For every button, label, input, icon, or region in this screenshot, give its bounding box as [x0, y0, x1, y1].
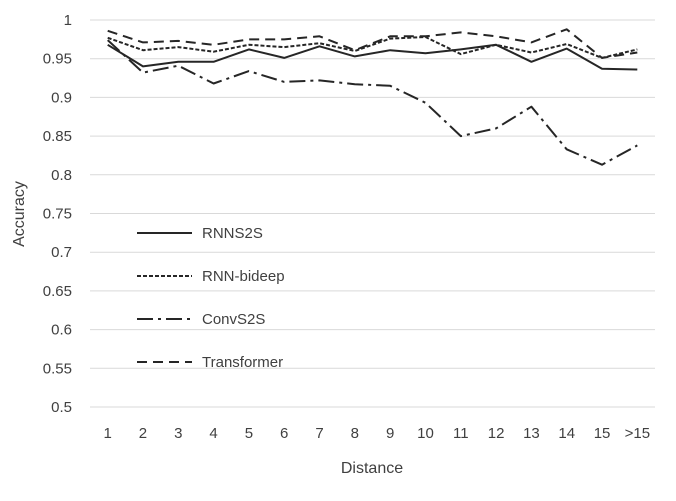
- legend: RNNS2S RNN-bideep ConvS2S Transformer: [137, 225, 285, 371]
- x-tick-label: 2: [139, 425, 147, 442]
- x-tick-label: 13: [523, 425, 540, 442]
- y-tick-label: 0.8: [51, 167, 72, 184]
- series-line-transformer: [107, 28, 638, 59]
- x-tick-label: 4: [209, 425, 217, 442]
- y-tick-label: 0.6: [51, 322, 72, 339]
- y-tick-label: 0.7: [51, 244, 72, 261]
- series-line-rnns2s: [107, 43, 638, 71]
- x-tick-label: 9: [386, 425, 394, 442]
- x-tick-label: 6: [280, 425, 288, 442]
- y-tick-label: 0.75: [43, 206, 72, 223]
- y-tick-label: 0.95: [43, 51, 72, 68]
- x-tick-label: >15: [625, 425, 650, 442]
- y-tick-label: 0.5: [51, 399, 72, 416]
- y-tick-label: 0.65: [43, 283, 72, 300]
- legend-label: Transformer: [202, 354, 283, 371]
- series-line-rnn-bideep: [107, 36, 638, 59]
- x-axis-title: Distance: [341, 460, 403, 477]
- y-tick-label: 0.85: [43, 128, 72, 145]
- legend-label: ConvS2S: [202, 311, 265, 328]
- x-tick-label: 3: [174, 425, 182, 442]
- x-tick-label: 8: [351, 425, 359, 442]
- y-tick-label: 1: [64, 12, 72, 29]
- legend-label: RNNS2S: [202, 225, 263, 242]
- series-line-convs2s: [107, 39, 638, 166]
- legend-label: RNN-bideep: [202, 268, 285, 285]
- y-axis-ticks: 0.5 0.55 0.6 0.65 0.7 0.75 0.8 0.85 0.9 0.95 1: [43, 12, 72, 416]
- y-tick-label: 0.55: [43, 360, 72, 377]
- x-tick-label: 1: [103, 425, 111, 442]
- x-tick-label: 5: [245, 425, 253, 442]
- gridlines: [90, 19, 655, 408]
- series-lines: [107, 28, 638, 166]
- x-tick-label: 14: [558, 425, 575, 442]
- x-tick-label: 11: [453, 425, 469, 442]
- y-axis-title: Accuracy: [11, 181, 28, 247]
- x-tick-label: 12: [488, 425, 505, 442]
- x-tick-label: 10: [417, 425, 434, 442]
- x-tick-label: 15: [594, 425, 611, 442]
- y-tick-label: 0.9: [51, 89, 72, 106]
- x-axis-ticks: 1 2 3 4 5 6 7 8 9 10 11 12 13 14 15 >15: [103, 425, 650, 442]
- x-tick-label: 7: [315, 425, 323, 442]
